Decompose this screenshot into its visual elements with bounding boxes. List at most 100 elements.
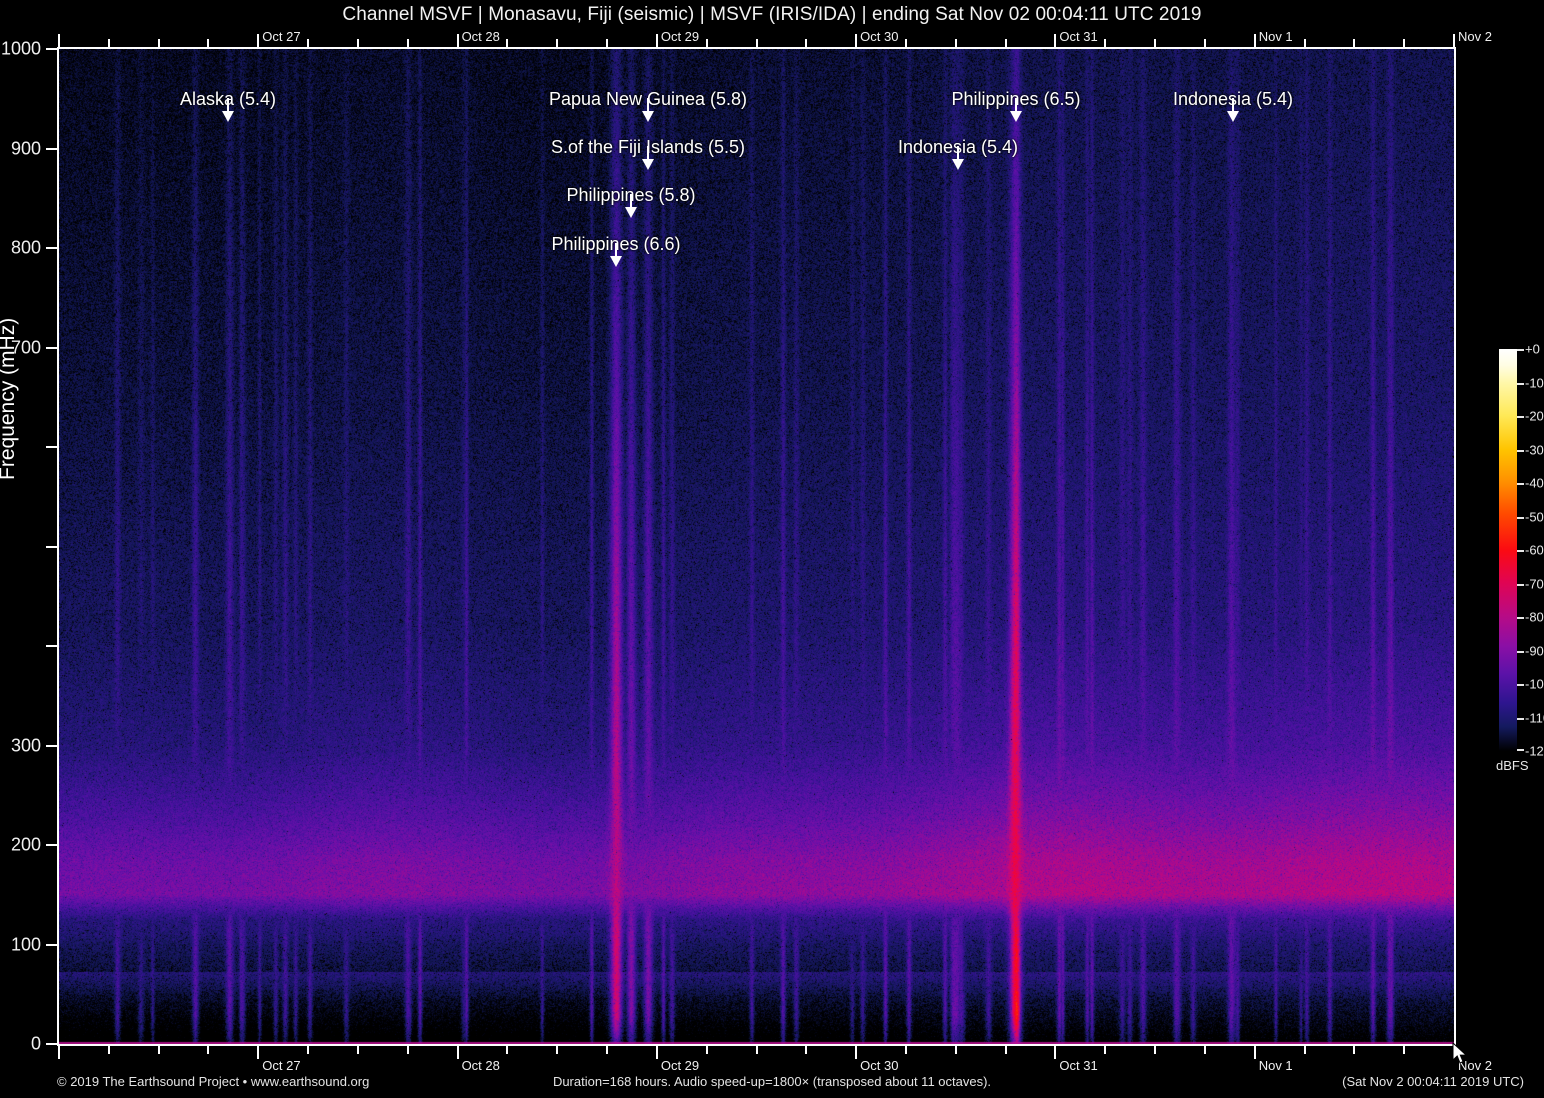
x-tick-minor — [1303, 1046, 1306, 1054]
x-tick-minor — [1203, 1046, 1206, 1054]
x-tick-minor — [506, 39, 509, 47]
x-tick-minor — [954, 1046, 957, 1054]
colorbar-tick-label: -100 — [1525, 676, 1544, 692]
x-tick-minor — [506, 1046, 509, 1054]
colorbar-tick-mark — [1517, 749, 1524, 751]
spectrogram-plot[interactable] — [57, 47, 1456, 1046]
x-tick-minor — [356, 1046, 359, 1054]
y-tick-label: 300 — [10, 735, 41, 755]
x-tick-label: Nov 2 — [1458, 1058, 1492, 1073]
y-tick-mark — [46, 247, 57, 249]
x-tick-minor — [1004, 39, 1007, 47]
y-tick-mark — [46, 346, 57, 349]
x-tick-minor — [755, 39, 758, 47]
colorbar-tick-label: -120 — [1525, 743, 1544, 759]
page-title: Channel MSVF | Monasavu, Fiji (seismic) … — [342, 4, 1202, 25]
y-tick-mark — [46, 446, 57, 448]
x-tick-minor — [904, 1046, 907, 1054]
x-tick-major — [456, 1046, 459, 1059]
colorbar-tick-mark — [1517, 550, 1524, 552]
colorbar-tick-mark — [1517, 349, 1524, 351]
event-annotation-arrow-icon — [222, 98, 234, 122]
colorbar-tick-mark — [1517, 449, 1524, 452]
y-tick-label: 100 — [10, 934, 41, 954]
x-tick-major — [855, 1046, 858, 1059]
footer-duration: Duration=168 hours. Audio speed-up=1800×… — [552, 1074, 992, 1089]
x-tick-minor — [805, 39, 808, 47]
event-annotation-arrow-icon — [610, 243, 622, 267]
event-annotation-arrow-icon — [642, 146, 654, 170]
x-tick-minor — [606, 1046, 609, 1054]
colorbar-tick-label: -110 — [1525, 710, 1544, 725]
y-tick-label: 0 — [30, 1033, 41, 1054]
x-tick-label: Oct 30 — [860, 29, 899, 44]
x-tick-label: Oct 28 — [461, 29, 500, 44]
x-tick-major — [1453, 34, 1455, 47]
colorbar-tick-mark — [1517, 583, 1524, 586]
colorbar: +0 -10 -20 -30 -40 -50 -60 -70 -80 -90 -100 -110 -12… — [1499, 342, 1544, 759]
x-tick-major — [58, 1046, 60, 1059]
colorbar-tick-label: -90 — [1525, 643, 1544, 658]
x-tick-label: Oct 28 — [461, 1058, 500, 1073]
y-tick-mark — [46, 645, 57, 647]
x-tick-minor — [207, 39, 210, 47]
x-tick-minor — [805, 1046, 808, 1054]
y-tick-mark — [46, 545, 57, 548]
colorbar-tick-mark — [1517, 684, 1524, 686]
x-tick-minor — [1403, 1046, 1406, 1054]
x-tick-label: Nov 2 — [1458, 29, 1492, 44]
x-tick-minor — [207, 1046, 210, 1054]
x-tick-label: Oct 27 — [262, 1058, 301, 1073]
footer-timestamp: (Sat Nov 2 00:04:11 2019 UTC) — [1342, 1074, 1524, 1089]
footer-copyright: © 2019 The Earthsound Project • www.eart… — [57, 1074, 370, 1089]
x-tick-minor — [1203, 39, 1206, 47]
x-tick-minor — [1353, 39, 1356, 47]
x-tick-minor — [705, 39, 708, 47]
event-annotation-arrow-icon — [1010, 98, 1022, 122]
x-tick-major — [1054, 1046, 1057, 1059]
colorbar-unit-label: dBFS — [1496, 758, 1529, 773]
x-tick-label: Oct 27 — [262, 29, 301, 44]
x-tick-label: Oct 29 — [660, 1058, 700, 1073]
x-tick-minor — [1403, 39, 1406, 47]
x-tick-minor — [107, 39, 110, 47]
x-tick-minor — [954, 39, 957, 47]
x-tick-minor — [157, 39, 160, 47]
colorbar-tick-mark — [1517, 382, 1524, 385]
x-tick-minor — [107, 1046, 110, 1054]
x-tick-major — [257, 34, 260, 47]
x-tick-minor — [556, 39, 559, 47]
colorbar-tick-label: -20 — [1525, 408, 1544, 424]
x-tick-label: Nov 1 — [1258, 1058, 1293, 1073]
x-tick-minor — [356, 39, 359, 47]
x-tick-minor — [307, 39, 310, 47]
x-tick-minor — [1303, 39, 1306, 47]
x-tick-major — [655, 1046, 658, 1059]
spectrogram-canvas[interactable] — [59, 49, 1454, 1044]
mouse-cursor-icon — [1452, 1042, 1468, 1064]
y-tick-mark — [46, 147, 57, 150]
x-tick-minor — [606, 39, 609, 47]
event-annotation-arrow-icon — [642, 98, 654, 122]
x-tick-minor — [1154, 39, 1157, 47]
x-tick-minor — [157, 1046, 160, 1054]
y-axis-title: Frequency (mHz) — [0, 317, 19, 480]
y-tick-mark — [46, 943, 57, 946]
y-tick-label: 1000 — [0, 38, 41, 59]
colorbar-gradient — [1499, 349, 1517, 751]
colorbar-tick-mark — [1517, 717, 1524, 720]
x-tick-minor — [1004, 1046, 1007, 1054]
x-tick-minor — [1104, 39, 1107, 47]
y-tick-mark — [46, 48, 57, 50]
x-tick-major — [456, 34, 459, 47]
y-tick-label: 800 — [10, 237, 41, 258]
colorbar-tick-mark — [1517, 516, 1524, 519]
x-tick-major — [1253, 1046, 1256, 1059]
x-tick-label: Oct 29 — [660, 29, 700, 44]
y-tick-mark — [46, 1043, 57, 1045]
colorbar-tick-mark — [1517, 650, 1524, 653]
y-tick-label: 700 — [10, 337, 41, 357]
x-tick-major — [58, 34, 60, 47]
x-tick-minor — [755, 1046, 758, 1054]
